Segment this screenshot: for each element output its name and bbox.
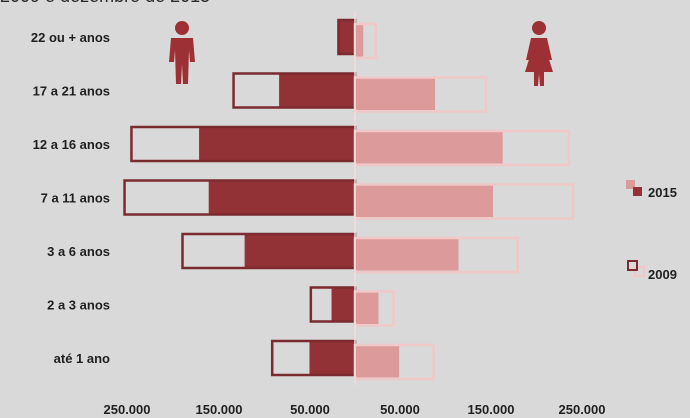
category-label: 22 ou + anos xyxy=(31,30,110,45)
female-2015-bar xyxy=(355,78,436,110)
male-2015-bar xyxy=(199,127,355,161)
female-2015-bar xyxy=(355,292,379,324)
legend-2009-swatch-female xyxy=(634,266,645,277)
male-2015-bar xyxy=(208,181,355,214)
x-tick-label: 150.000 xyxy=(196,402,243,417)
male-2015-bar xyxy=(331,288,355,321)
chart-title: 2009 e dezembro de 2015 xyxy=(0,0,420,10)
legend-2009-label: 2009 xyxy=(648,267,677,282)
legend-2015-swatch-female xyxy=(626,180,635,189)
category-label: 3 a 6 anos xyxy=(47,244,110,259)
male-2015-bar xyxy=(279,74,355,107)
x-tick-label: 150.000 xyxy=(468,402,515,417)
female-icon-body xyxy=(525,38,553,86)
female-2015-bar xyxy=(355,185,493,217)
category-label: 12 a 16 anos xyxy=(33,137,110,152)
category-label: 17 a 21 anos xyxy=(33,84,110,99)
female-2015-bar xyxy=(355,24,364,57)
male-2015-bar xyxy=(338,20,355,54)
female-icon-head xyxy=(532,21,546,35)
legend-2015-swatch-male xyxy=(633,187,642,196)
male-icon-head xyxy=(175,21,189,35)
x-tick-label: 50.000 xyxy=(290,402,330,417)
male-2015-bar xyxy=(244,234,355,268)
x-tick-label: 50.000 xyxy=(380,402,420,417)
female-2015-bar xyxy=(355,238,459,271)
category-label: 2 a 3 anos xyxy=(47,298,110,313)
male-2015-bar xyxy=(309,341,355,375)
female-2015-bar xyxy=(355,131,503,164)
x-tick-label: 250.000 xyxy=(104,402,151,417)
legend-2015-label: 2015 xyxy=(648,185,677,200)
male-person-icon xyxy=(169,21,195,84)
x-tick-label: 250.000 xyxy=(559,402,606,417)
category-label: 7 a 11 anos xyxy=(41,191,110,206)
legend-2009-swatch-male xyxy=(627,260,638,271)
female-person-icon xyxy=(525,21,553,86)
female-2015-bar xyxy=(355,345,400,378)
male-icon-body xyxy=(169,38,195,84)
category-label: até 1 ano xyxy=(54,351,110,366)
